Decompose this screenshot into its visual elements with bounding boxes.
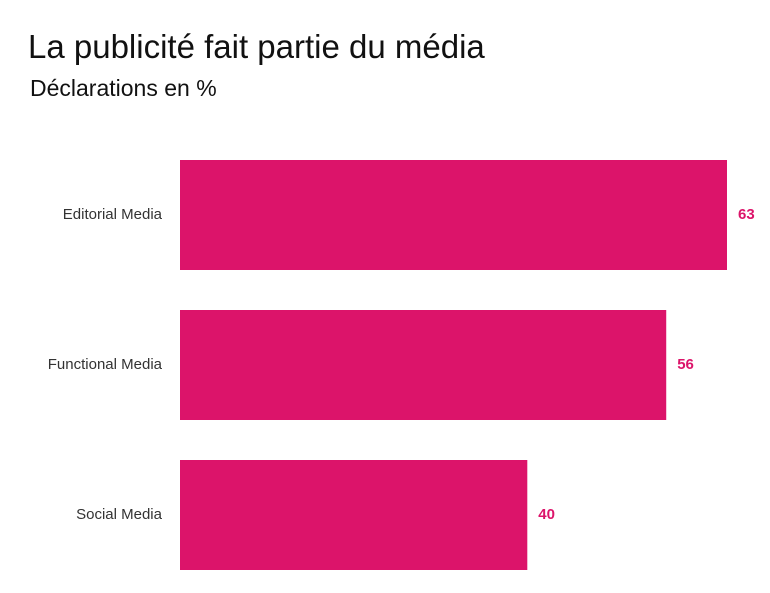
bars-layer: Editorial Media 63 Functional Media 56 Socia…: [48, 160, 755, 570]
chart-subtitle: Déclarations en %: [30, 75, 217, 101]
value-label: 63: [738, 206, 755, 223]
category-label: Functional Media: [48, 356, 163, 373]
chart-title: La publicité fait partie du média: [28, 28, 485, 65]
bar-social-media: [180, 460, 528, 570]
category-label: Editorial Media: [63, 206, 163, 223]
value-label: 56: [677, 356, 694, 373]
category-label: Social Media: [76, 506, 163, 523]
bar-editorial-media: [180, 160, 727, 270]
value-label: 40: [538, 506, 555, 523]
bar-functional-media: [180, 310, 667, 420]
